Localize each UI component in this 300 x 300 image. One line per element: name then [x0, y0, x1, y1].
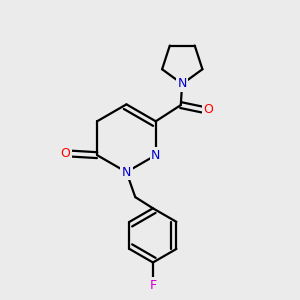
Text: N: N	[151, 149, 160, 162]
Text: N: N	[122, 166, 131, 178]
Text: N: N	[178, 77, 187, 90]
Text: F: F	[149, 279, 157, 292]
Text: O: O	[61, 147, 70, 160]
Text: O: O	[203, 103, 213, 116]
